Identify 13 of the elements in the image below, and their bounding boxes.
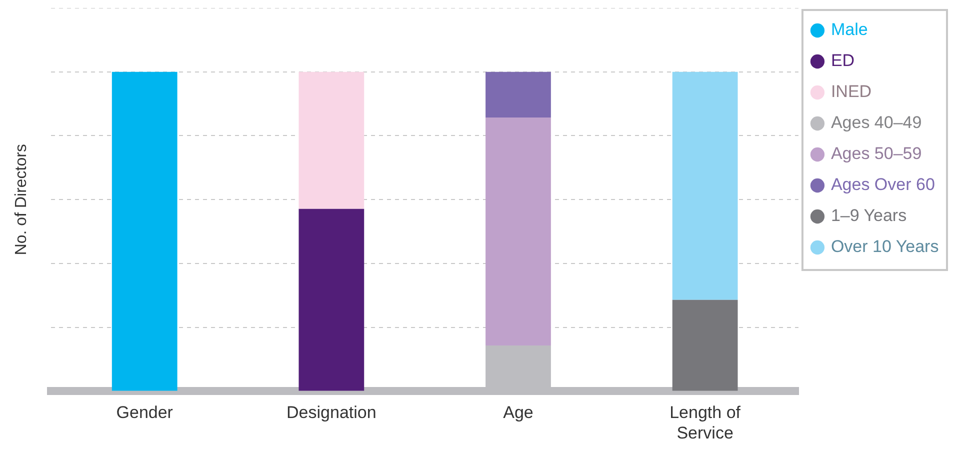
legend-label: 1–9 Years <box>830 206 907 226</box>
legend-label: Ages 50–59 <box>830 144 922 164</box>
legend-label: INED <box>830 82 872 102</box>
legend-label: Ages 40–49 <box>830 113 922 132</box>
x-tick-label: Age <box>503 403 534 422</box>
legend-label: ED <box>830 51 855 70</box>
x-tick-label: Gender <box>116 403 174 422</box>
legend-label: Ages Over 60 <box>830 175 935 194</box>
legend-label: Male <box>830 20 868 40</box>
x-tick-label: Designation <box>286 403 376 422</box>
legend-label: Over 10 Years <box>830 237 939 256</box>
y-axis-title: No. of Directors <box>13 144 30 256</box>
x-tick-label: Length of Service <box>670 403 741 442</box>
